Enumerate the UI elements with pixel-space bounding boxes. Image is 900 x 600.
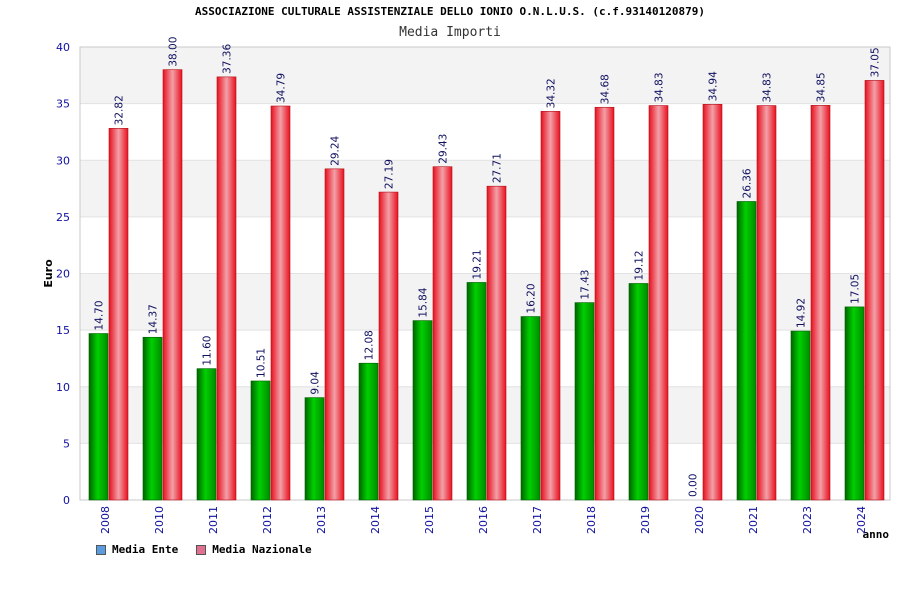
- data-label: 34.83: [762, 72, 774, 102]
- bar-media-ente: [520, 316, 541, 501]
- data-label: 10.51: [256, 348, 268, 378]
- bar-media-nazionale: [756, 105, 777, 501]
- data-label: 14.37: [148, 304, 160, 334]
- bar-media-ente: [142, 336, 163, 501]
- data-label: 0.00: [688, 474, 700, 497]
- bar-media-nazionale: [216, 76, 237, 501]
- data-label: 16.20: [526, 283, 538, 313]
- x-tick-label: 2014: [369, 506, 382, 534]
- x-tick-label: 2015: [423, 506, 436, 534]
- x-tick-label: 2016: [477, 506, 490, 534]
- x-tick-label: 2024: [855, 506, 868, 534]
- data-label: 27.71: [492, 153, 504, 183]
- legend-swatch-media-nazionale: [196, 544, 207, 555]
- bar-media-ente: [790, 330, 811, 501]
- y-tick-label: 20: [56, 268, 70, 281]
- x-tick-label: 2011: [207, 506, 220, 534]
- y-tick-label: 15: [56, 324, 70, 337]
- data-label: 38.00: [168, 37, 180, 67]
- data-label: 29.43: [438, 134, 450, 164]
- data-label: 34.68: [600, 74, 612, 104]
- bar-media-nazionale: [864, 80, 885, 501]
- bar-media-nazionale: [702, 104, 723, 501]
- data-label: 26.36: [742, 168, 754, 198]
- bar-media-ente: [196, 368, 217, 501]
- data-label: 11.60: [202, 336, 214, 366]
- x-tick-label: 2023: [801, 506, 814, 534]
- plot-band: [80, 47, 890, 104]
- x-tick-label: 2012: [261, 506, 274, 534]
- data-label: 9.04: [310, 371, 322, 395]
- x-axis-label: anno: [863, 528, 890, 541]
- plot-band: [80, 103, 890, 161]
- bar-media-nazionale: [270, 105, 291, 501]
- bar-media-nazionale: [108, 128, 129, 501]
- bar-media-nazionale: [432, 166, 453, 501]
- y-tick-label: 30: [56, 154, 70, 167]
- bar-media-nazionale: [594, 106, 615, 501]
- bar-media-nazionale: [378, 191, 399, 501]
- y-tick-label: 35: [56, 98, 70, 111]
- data-label: 27.19: [384, 159, 396, 189]
- legend-item-media-nazionale: Media Nazionale: [196, 543, 312, 556]
- y-axis-label: Euro: [42, 259, 55, 288]
- legend-label-media-nazionale: Media Nazionale: [212, 543, 312, 556]
- y-tick-label: 10: [56, 381, 70, 394]
- bar-media-ente: [628, 283, 649, 501]
- legend: Media Ente Media Nazionale: [96, 543, 312, 556]
- data-label: 19.12: [634, 250, 646, 280]
- data-label: 34.83: [654, 72, 666, 102]
- data-label: 37.05: [870, 47, 882, 77]
- bar-media-ente: [412, 320, 433, 501]
- bar-media-nazionale: [648, 105, 669, 501]
- bar-media-nazionale: [324, 168, 345, 501]
- bar-media-nazionale: [810, 105, 831, 501]
- x-tick-label: 2008: [99, 506, 112, 534]
- legend-item-media-ente: Media Ente: [96, 543, 178, 556]
- data-label: 34.32: [546, 78, 558, 108]
- bar-media-ente: [844, 306, 865, 501]
- bar-media-ente: [88, 333, 109, 501]
- data-label: 34.94: [708, 71, 720, 101]
- bar-media-ente: [250, 380, 271, 501]
- x-tick-label: 2013: [315, 506, 328, 534]
- data-label: 34.79: [276, 73, 288, 103]
- data-label: 32.82: [114, 95, 126, 125]
- y-tick-label: 5: [63, 437, 70, 450]
- data-label: 19.21: [472, 249, 484, 279]
- x-tick-label: 2020: [693, 506, 706, 534]
- data-label: 37.36: [222, 44, 234, 74]
- x-tick-label: 2018: [585, 506, 598, 534]
- data-label: 29.24: [330, 135, 342, 165]
- bar-media-nazionale: [162, 69, 183, 501]
- y-tick-label: 0: [63, 494, 70, 507]
- bar-media-ente: [736, 201, 757, 501]
- y-tick-label: 25: [56, 211, 70, 224]
- bar-media-nazionale: [486, 185, 507, 501]
- x-tick-label: 2019: [639, 506, 652, 534]
- data-label: 14.70: [94, 300, 106, 330]
- x-tick-label: 2021: [747, 506, 760, 534]
- bar-media-ente: [466, 282, 487, 501]
- chart-title: ASSOCIAZIONE CULTURALE ASSISTENZIALE DEL…: [195, 5, 705, 18]
- chart-subtitle: Media Importi: [399, 25, 501, 40]
- data-label: 15.84: [418, 287, 430, 317]
- y-tick-label: 40: [56, 41, 70, 54]
- legend-swatch-media-ente: [96, 544, 106, 555]
- data-label: 17.05: [850, 274, 862, 304]
- data-label: 17.43: [580, 270, 592, 300]
- bar-media-ente: [358, 362, 379, 501]
- data-label: 14.92: [796, 298, 808, 328]
- legend-label-media-ente: Media Ente: [112, 543, 179, 556]
- bar-media-nazionale: [540, 111, 561, 501]
- bar-media-ente: [574, 302, 595, 501]
- bar-media-ente: [304, 397, 325, 501]
- x-tick-label: 2010: [153, 506, 166, 534]
- data-label: 34.85: [816, 72, 828, 102]
- x-tick-label: 2017: [531, 506, 544, 534]
- data-label: 12.08: [364, 330, 376, 360]
